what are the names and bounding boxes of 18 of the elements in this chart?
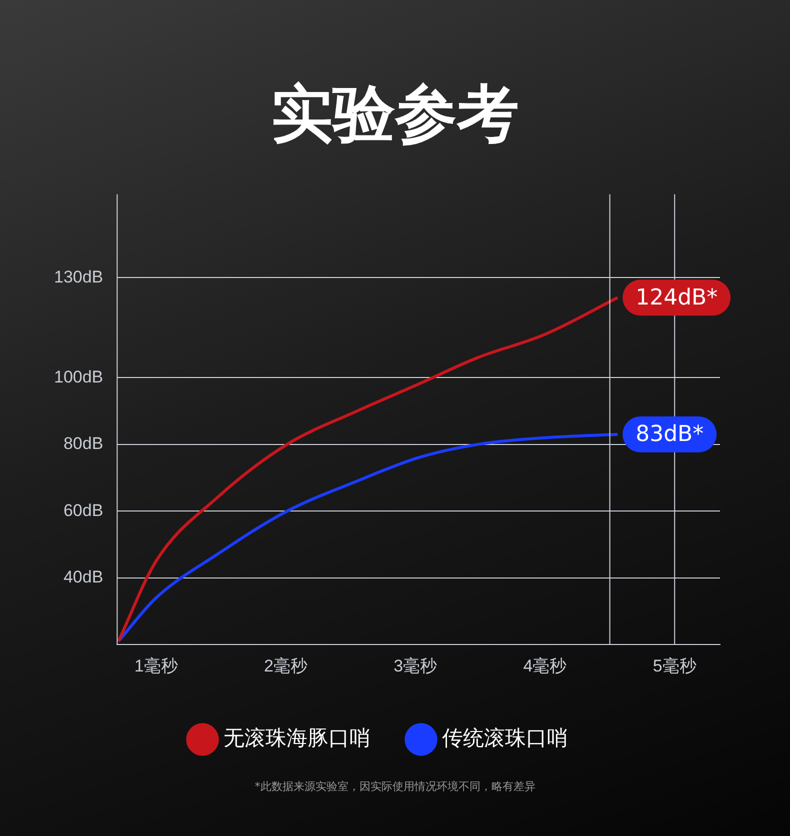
x-tick-label: 3毫秒 (394, 656, 438, 676)
line-series (117, 432, 620, 643)
x-tick-label: 5毫秒 (652, 656, 696, 676)
annotation: 124dB* (636, 285, 718, 310)
x-tick-label: 2毫秒 (264, 656, 308, 676)
x-tick-label: 1毫秒 (134, 656, 178, 676)
y-tick-label: 100dB (54, 367, 104, 386)
legend-label: 无滚珠海豚口哨 (224, 726, 370, 750)
line-series (117, 296, 620, 643)
y-tick-label: 80dB (63, 434, 104, 454)
annotation: 83dB* (636, 422, 704, 448)
chart-title: 实验参考 (270, 76, 520, 152)
x-tick-label: 4毫秒 (523, 656, 567, 676)
y-tick-label: 130dB (54, 267, 104, 286)
text: *此数据来源实验室，因实际使用情况环境不同，略有差异 (254, 779, 536, 794)
legend-label: 传统滚珠口哨 (442, 726, 568, 750)
y-tick-label: 60dB (63, 500, 104, 520)
y-tick-label: 40dB (63, 568, 104, 587)
